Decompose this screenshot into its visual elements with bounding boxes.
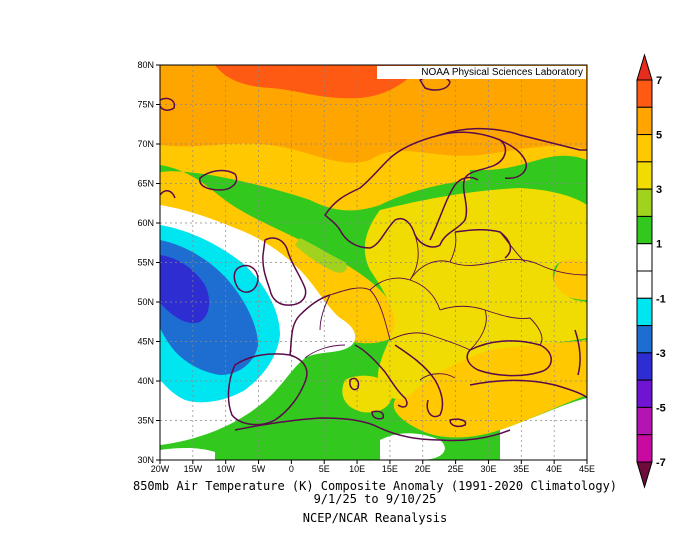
- lon-tick-label: 20E: [415, 464, 431, 474]
- lat-tick-label: 45N: [137, 337, 154, 347]
- colorbar-swatch: [636, 352, 653, 381]
- colorbar-label: 1: [656, 239, 662, 251]
- lat-tick-label: 65N: [137, 179, 154, 189]
- colorbar-label: 5: [656, 130, 662, 142]
- lon-tick-label: 35E: [513, 464, 529, 474]
- colorbar-swatch: [636, 79, 653, 108]
- iceland-coast: [199, 169, 238, 191]
- colorbar-swatch: [636, 406, 653, 436]
- colorbar-label: -5: [656, 402, 666, 414]
- latitude-axis: 80N 75N 70N 65N 60N 55N 50N 45N 40N 35N 30N: [137, 60, 160, 465]
- lat-tick-label: 75N: [137, 100, 154, 110]
- field-red-arctic: [215, 65, 420, 99]
- field-yellow-central: [364, 188, 587, 400]
- field-white-se: [500, 398, 587, 460]
- lon-tick-label: 5W: [252, 464, 266, 474]
- colorbar-swatch: [636, 325, 653, 354]
- lat-tick-label: 70N: [137, 139, 154, 149]
- lat-tick-label: 60N: [137, 218, 154, 228]
- lon-tick-label: 40E: [546, 464, 562, 474]
- colorbar-swatch: [636, 243, 653, 272]
- lon-tick-label: 10E: [349, 464, 365, 474]
- colorbar-swatch: [636, 161, 653, 190]
- colorbar-label: -1: [656, 293, 666, 305]
- lon-tick-label: 5E: [319, 464, 330, 474]
- colorbar-swatch: [636, 134, 653, 163]
- field-orange-north: [160, 65, 587, 163]
- colorbar-swatch: [636, 106, 653, 136]
- longitude-axis: 20W 15W 10W 5W 0 5E 10E 15E 20E 25E 30E 35E 40E 45E: [151, 460, 595, 474]
- lon-tick-label: 15W: [184, 464, 203, 474]
- colorbar-swatch: [636, 379, 653, 408]
- lon-tick-label: 0: [289, 464, 294, 474]
- colorbar-bottom-arrow: [636, 461, 653, 489]
- colorbar-swatch: [636, 297, 653, 327]
- colorbar-label: -3: [656, 348, 666, 360]
- great-britain-coast: [262, 237, 307, 306]
- credit-label: NOAA Physical Sciences Laboratory: [377, 66, 586, 79]
- colorbar-swatch: [636, 434, 653, 463]
- scandinavia-coast: [324, 131, 507, 249]
- colorbar-swatch: [636, 215, 653, 245]
- caption-dates: 9/1/25 to 9/10/25: [313, 492, 437, 506]
- iberia-coast: [227, 353, 308, 426]
- colorbar-label: 7: [656, 75, 662, 87]
- colorbar-label: -7: [656, 457, 666, 469]
- lon-tick-label: 25E: [448, 464, 464, 474]
- lon-tick-label: 10W: [216, 464, 235, 474]
- country-borders: [304, 231, 587, 381]
- lon-tick-label: 20W: [151, 464, 170, 474]
- lat-tick-label: 35N: [137, 416, 154, 426]
- black-sea-coast: [466, 340, 552, 377]
- colorbar-top-arrow: [636, 53, 653, 81]
- colorbar: 7 5 3 1 -1 -3 -5 -7: [636, 53, 666, 489]
- lon-tick-label: 15E: [382, 464, 398, 474]
- lat-tick-label: 50N: [137, 297, 154, 307]
- lon-tick-label: 30E: [480, 464, 496, 474]
- north-africa-coast: [234, 417, 511, 442]
- lon-tick-label: 45E: [579, 464, 595, 474]
- italy-coast: [354, 344, 408, 408]
- lat-tick-label: 40N: [137, 376, 154, 386]
- colorbar-swatch: [636, 188, 653, 217]
- colorbar-swatch: [636, 270, 653, 299]
- caption-source: NCEP/NCAR Reanalysis: [302, 511, 448, 525]
- caption-title: 850mb Air Temperature (K) Composite Anom…: [132, 479, 618, 493]
- ireland-coast: [233, 264, 259, 293]
- field-deepblue-core: [160, 255, 210, 324]
- lat-tick-label: 80N: [137, 60, 154, 70]
- lat-tick-label: 55N: [137, 258, 154, 268]
- lat-tick-label: 30N: [137, 455, 154, 465]
- colorbar-label: 3: [656, 184, 662, 196]
